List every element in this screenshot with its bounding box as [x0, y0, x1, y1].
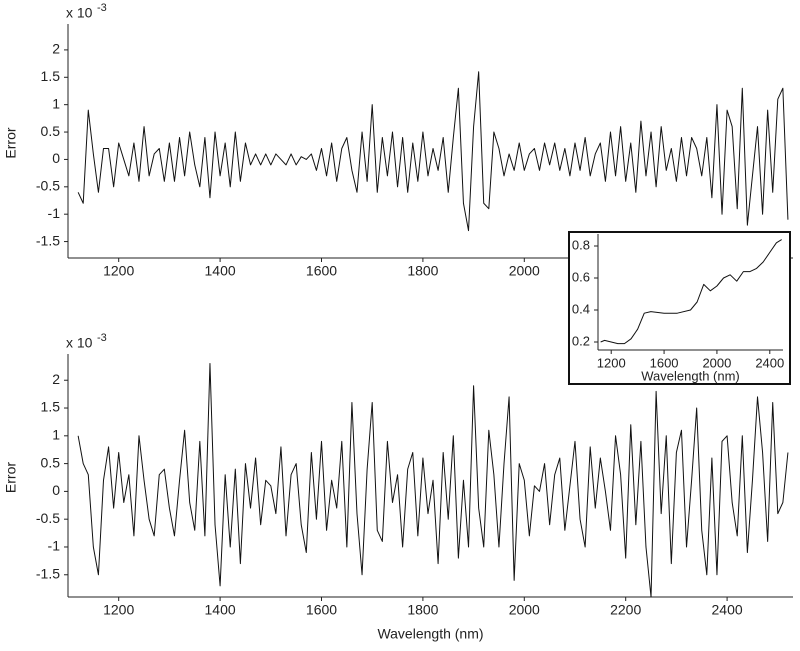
x-tick-label: 1200 — [597, 355, 626, 370]
y-tick-label: 0 — [52, 150, 60, 166]
x-tick-label: 1200 — [103, 263, 134, 279]
y-tick-label: 0.6 — [572, 269, 590, 284]
x-tick-label: 2200 — [610, 602, 641, 618]
y-tick-label: -1 — [48, 538, 61, 554]
y-scale-label: x 10 — [66, 5, 93, 21]
y-tick-label: -0.5 — [36, 510, 60, 526]
data-line — [77, 71, 789, 232]
y-tick-label: 0.5 — [41, 123, 61, 139]
x-tick-label: 2000 — [509, 263, 540, 279]
x-tick-label: 2400 — [712, 602, 743, 618]
x-axis-label: Wavelength (nm) — [377, 626, 483, 642]
y-tick-label: 0 — [52, 482, 60, 498]
x-tick-label: 1600 — [306, 602, 337, 618]
x-tick-label: 1600 — [650, 355, 679, 370]
subplot: -1.5 -1 -0.5 0 0.5 1 1.5 2 1200 1400 1600 1800 2000 E… — [3, 2, 793, 279]
x-tick-label: 1400 — [205, 263, 236, 279]
x-tick-label: 2000 — [702, 355, 731, 370]
x-tick-label: 1800 — [407, 263, 438, 279]
y-tick-label: -0.5 — [36, 178, 60, 194]
data-line — [600, 239, 782, 345]
y-tick-label: 0.4 — [572, 301, 590, 316]
y-tick-label: -1 — [48, 205, 61, 221]
y-tick-label: 1.5 — [41, 399, 61, 415]
y-tick-label: 2 — [52, 371, 60, 387]
x-tick-label: 1200 — [103, 602, 134, 618]
x-tick-label: 1400 — [205, 602, 236, 618]
subplot: 0.2 0.4 0.6 0.8 1200 1600 2000 2400 Wavelength (… — [568, 231, 791, 385]
y-tick-label: 1.5 — [41, 68, 61, 84]
y-scale-exponent: -3 — [97, 332, 107, 344]
y-tick-label: -1.5 — [36, 232, 60, 248]
y-tick-label: 1 — [52, 95, 60, 111]
inset-frame — [568, 231, 791, 385]
y-tick-label: -1.5 — [36, 565, 60, 581]
y-tick-label: 2 — [52, 41, 60, 57]
y-tick-label: 0.5 — [41, 454, 61, 470]
y-axis-label: Error — [3, 462, 19, 493]
subplot: -1.5 -1 -0.5 0 0.5 1 1.5 2 1200 1400 1600 1800 2000 2… — [3, 332, 793, 642]
x-axis-label: Wavelength (nm) — [641, 368, 740, 383]
x-tick-label: 1600 — [306, 263, 337, 279]
y-tick-label: 1 — [52, 427, 60, 443]
y-scale-label: x 10 — [66, 335, 93, 351]
x-tick-label: 2000 — [509, 602, 540, 618]
y-scale-exponent: -3 — [97, 2, 107, 14]
x-tick-label: 2400 — [755, 355, 784, 370]
y-axis-label: Error — [3, 127, 19, 158]
x-tick-label: 1800 — [407, 602, 438, 618]
data-line — [77, 363, 789, 598]
y-tick-label: 0.2 — [572, 333, 590, 348]
y-tick-label: 0.8 — [572, 237, 590, 252]
